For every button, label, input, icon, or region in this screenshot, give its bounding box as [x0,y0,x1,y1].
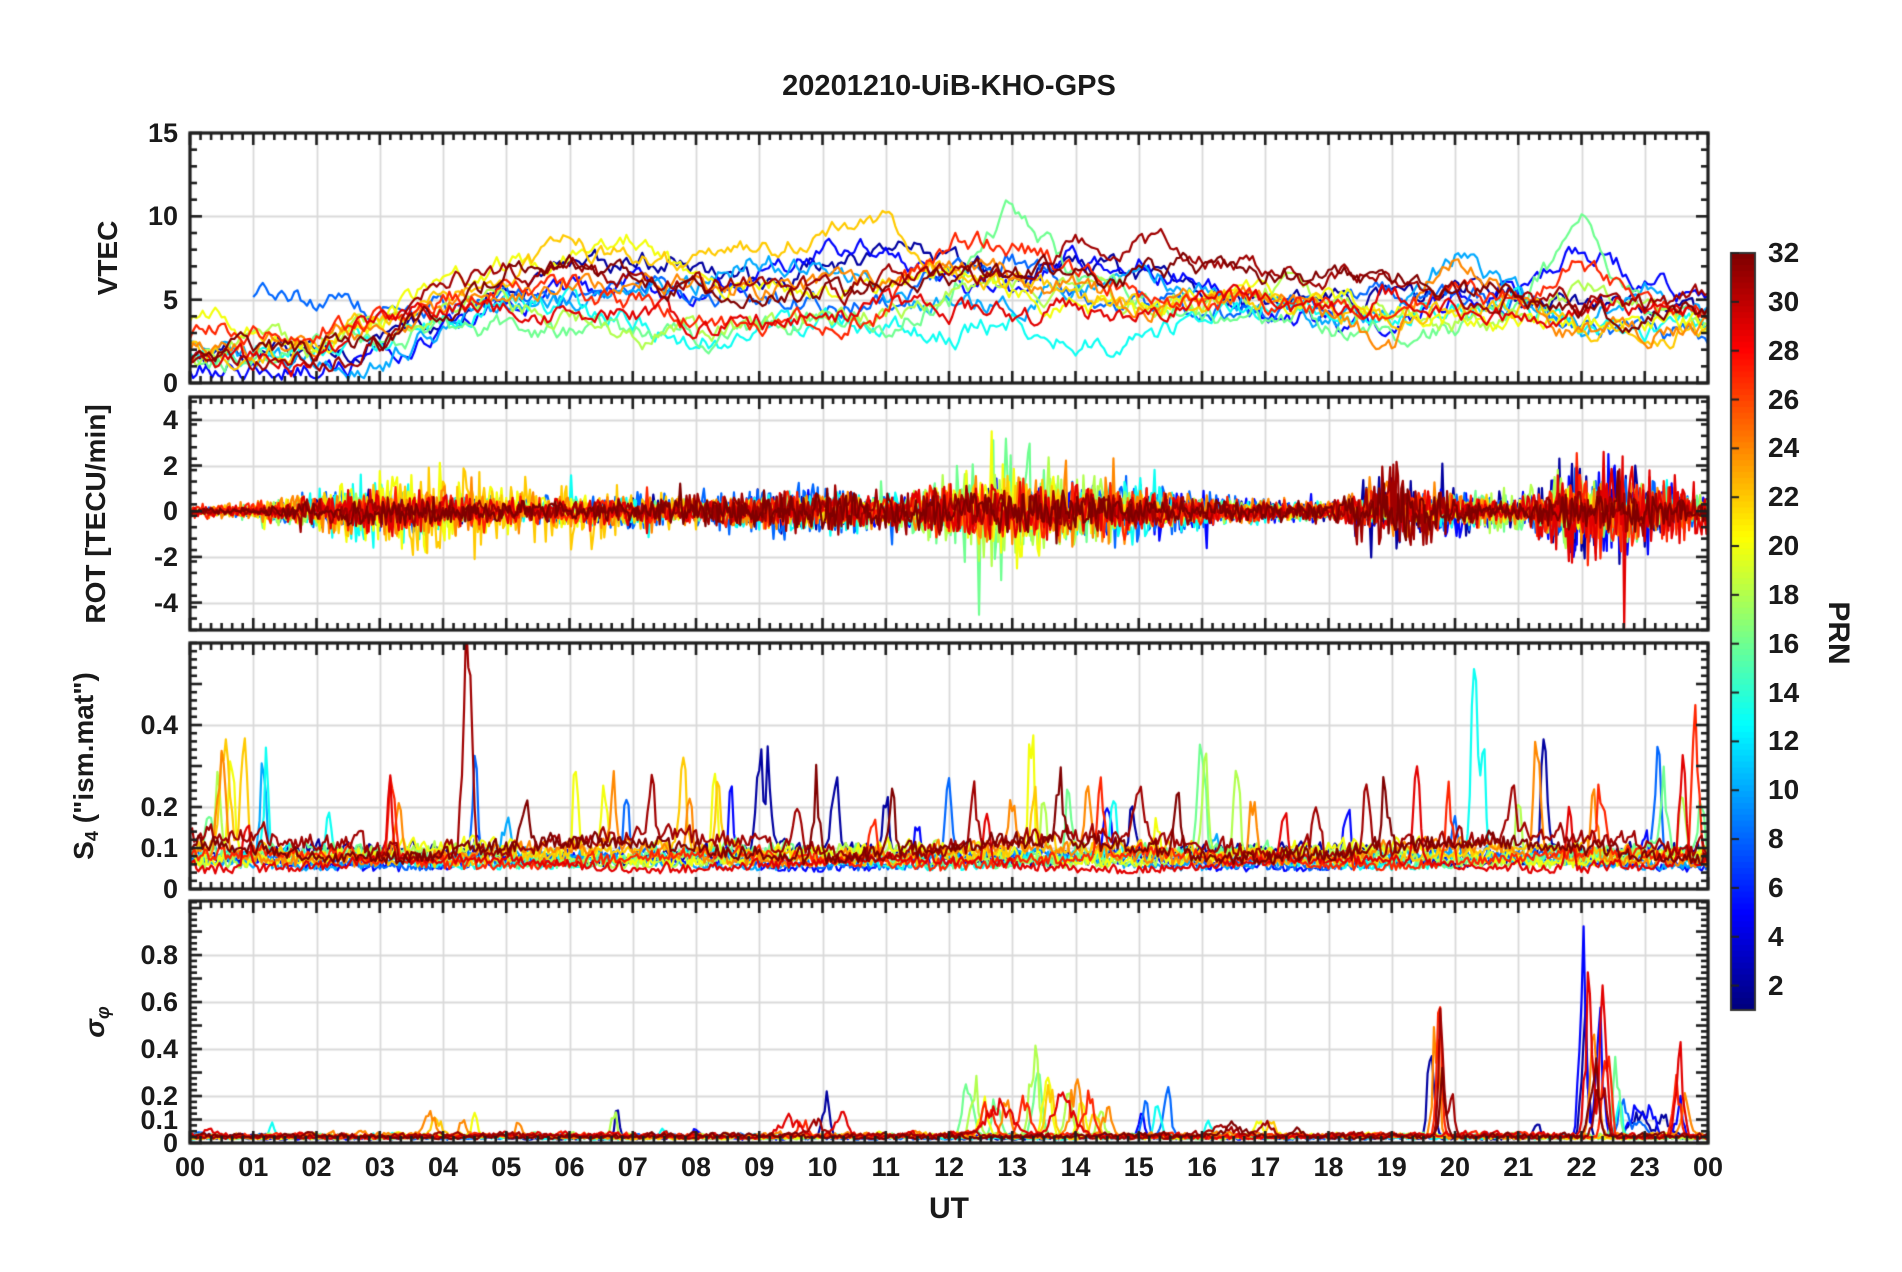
x-tick-label: 06 [554,1152,585,1182]
colorbar-label: PRN [1822,601,1855,665]
colorbar-tick-label: 6 [1768,871,1784,903]
y-tick-label: 0.1 [140,833,178,863]
x-tick-label: 23 [1629,1152,1660,1182]
colorbar-tick-label: 18 [1768,578,1800,610]
x-tick-label: 16 [1186,1152,1218,1182]
y-tick-label: 0.8 [140,940,178,971]
chart-title: 20201210-UiB-KHO-GPS [782,70,1116,102]
y-axis-label-rot: ROT [TECU/min] [80,404,112,623]
colorbar-tick-label: 30 [1768,285,1800,317]
colorbar-tick-label: 24 [1768,432,1800,464]
x-tick-label: 14 [1060,1152,1091,1182]
y-tick-label: -2 [153,541,178,572]
x-tick-label: 05 [491,1152,522,1182]
y-axis-label-text: 4 [82,831,103,842]
y-tick-label: 10 [147,201,178,232]
y-tick-label: 0.6 [140,987,178,1018]
y-axis-label-s4: S4 ("ism.mat") [68,672,103,860]
x-tick-label: 11 [871,1152,901,1182]
y-tick-label: 15 [147,118,178,148]
y-axis-label-vtec: VTEC [92,221,124,296]
x-tick-label: 17 [1250,1152,1281,1182]
colorbar-tick-label: 22 [1768,481,1800,513]
y-tick-label: 0.4 [140,710,178,740]
colorbar-tick-label: 14 [1768,676,1800,708]
colorbar-tick-label: 16 [1768,627,1800,659]
y-tick-label: -4 [153,587,178,618]
x-tick-label: 01 [238,1152,269,1182]
y-axis-label-text: σ [79,1019,110,1038]
y-tick-label: 0.4 [140,1034,178,1065]
x-tick-label: 22 [1566,1152,1597,1182]
y-tick-label: 0.2 [140,792,178,822]
x-tick-label: 10 [807,1152,838,1182]
x-tick-label: 08 [680,1152,712,1182]
x-tick-label: 04 [427,1152,459,1182]
y-tick-label: 0 [162,874,178,904]
y-axis-label-sigma-phi: σφ [79,1006,114,1038]
y-axis-label-text: φ [93,1006,114,1020]
x-tick-label: 02 [301,1152,332,1182]
colorbar-tick-label: 10 [1768,774,1800,806]
x-tick-label: 09 [744,1152,775,1182]
y-tick-label: 5 [162,284,178,315]
y-tick-label: 0.2 [140,1081,178,1111]
y-tick-label: 0 [162,1128,178,1158]
colorbar-tick-label: 28 [1768,334,1800,366]
y-axis-label-text: ("ism.mat") [68,672,99,831]
x-tick-label: 20 [1439,1152,1471,1182]
y-axis-label-text: S [68,841,99,860]
x-tick-label: 00 [1692,1152,1724,1182]
x-tick-label: 21 [1503,1152,1534,1182]
y-axis-label-text: ROT [TECU/min] [80,404,111,624]
colorbar-tick-label: 20 [1768,530,1800,562]
x-tick-label: 07 [617,1152,648,1182]
x-tick-label: 12 [933,1152,965,1182]
colorbar-tick-label: 4 [1768,920,1784,952]
y-tick-label: 0 [162,496,178,527]
x-tick-label: 00 [174,1152,206,1182]
y-tick-label: 4 [162,404,178,435]
x-tick-label: 03 [364,1152,395,1182]
x-tick-label: 15 [1123,1152,1154,1182]
colorbar-tick-label: 32 [1768,237,1800,268]
x-tick-label: 19 [1376,1152,1407,1182]
colorbar-tick-label: 2 [1768,969,1784,1001]
y-tick-label: 2 [162,450,178,481]
x-tick-label: 13 [997,1152,1028,1182]
colorbar-tick-label: 12 [1768,725,1800,757]
x-tick-label: 18 [1313,1152,1344,1182]
y-tick-label: 0.1 [140,1104,178,1135]
y-tick-label: 0 [162,368,178,398]
x-axis-label: UT [929,1192,969,1225]
y-axis-label-text: VTEC [92,220,123,296]
colorbar-tick-label: 26 [1768,383,1800,415]
colorbar-tick-label: 8 [1768,823,1784,855]
